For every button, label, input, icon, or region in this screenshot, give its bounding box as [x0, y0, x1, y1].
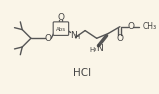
Text: H: H — [89, 47, 94, 53]
Text: H: H — [74, 34, 80, 40]
Text: ₂: ₂ — [94, 47, 97, 52]
Text: O: O — [116, 34, 123, 43]
FancyBboxPatch shape — [53, 22, 69, 35]
Text: N: N — [70, 31, 77, 40]
Text: N: N — [96, 44, 103, 53]
Text: Abs: Abs — [56, 27, 66, 32]
Text: O: O — [45, 34, 52, 43]
Text: O: O — [57, 13, 64, 22]
Text: CH₃: CH₃ — [143, 22, 157, 31]
Text: O: O — [127, 22, 134, 31]
Text: HCl: HCl — [73, 68, 91, 78]
